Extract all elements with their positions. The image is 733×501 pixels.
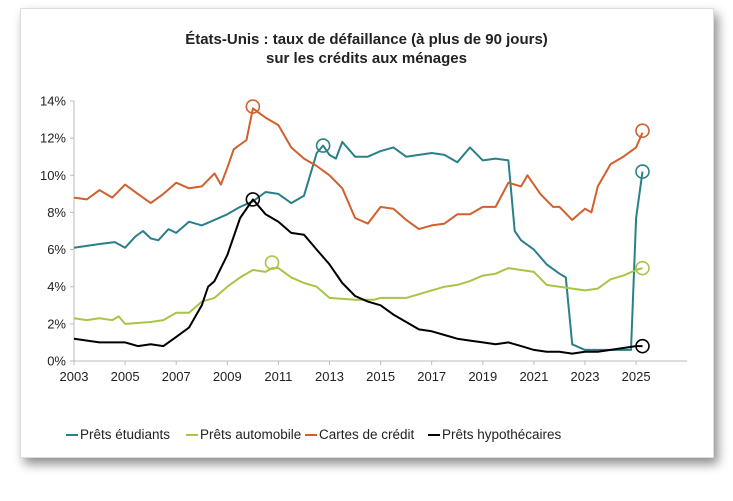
highlight-circle — [635, 260, 650, 276]
legend-swatch — [186, 433, 198, 436]
legend-item-student-loans: Prêts étudiants — [66, 427, 170, 442]
legend-item-credit-cards: Cartes de crédit — [305, 427, 414, 442]
highlight-circle — [315, 138, 331, 153]
legend-swatch — [428, 433, 440, 436]
x-tick-label: 2011 — [264, 369, 292, 384]
chart-subtitle: sur les crédits aux ménages — [266, 50, 467, 67]
highlight-circle — [635, 338, 650, 354]
x-tick-label: 2007 — [162, 369, 191, 384]
x-tick-label: 2019 — [468, 369, 497, 384]
legend-label: Cartes de crédit — [319, 427, 415, 442]
x-tick-label: 2021 — [519, 369, 548, 384]
x-tick-label: 2025 — [622, 369, 651, 384]
x-tick-label: 2003 — [60, 369, 89, 384]
legend-swatch — [305, 433, 317, 436]
y-tick-label: 6% — [47, 242, 66, 257]
chart-title: États-Unis : taux de défaillance (à plus… — [185, 31, 548, 48]
legend-label: Prêts hypothécaires — [442, 427, 562, 442]
highlight-circle — [635, 123, 650, 139]
series-line-mortgages — [73, 198, 643, 355]
series-line-credit-cards — [73, 107, 644, 231]
highlight-circle — [245, 192, 261, 207]
legend-item-auto-loans: Prêts automobile — [186, 427, 301, 442]
legend-item-mortgages: Prêts hypothécaires — [428, 427, 561, 442]
y-tick-label: 4% — [47, 279, 66, 294]
x-tick-label: 2009 — [213, 369, 242, 384]
x-tick-label: 2017 — [417, 369, 446, 384]
legend-label: Prêts automobile — [200, 427, 302, 442]
y-tick-label: 0% — [47, 354, 66, 369]
chart-card — [20, 8, 714, 458]
y-tick-label: 10% — [40, 168, 66, 183]
legend: Prêts étudiants Prêts automobile Cartes … — [66, 427, 706, 447]
highlight-circle — [635, 164, 650, 179]
x-tick-label: 2013 — [315, 369, 344, 384]
legend-label: Prêts étudiants — [80, 427, 171, 442]
highlight-circle — [245, 99, 261, 114]
legend-swatch — [66, 433, 78, 436]
x-tick-label: 2005 — [111, 369, 140, 384]
y-tick-label: 8% — [47, 205, 66, 220]
x-tick-label: 2023 — [571, 369, 600, 384]
y-tick-label: 12% — [40, 131, 66, 146]
y-tick-label: 2% — [47, 316, 66, 331]
x-tick-label: 2015 — [366, 369, 395, 384]
series-line-auto-loans — [73, 267, 643, 325]
y-tick-label: 14% — [40, 94, 66, 109]
series-line-student-loans — [73, 140, 644, 351]
highlight-circle — [264, 255, 280, 270]
